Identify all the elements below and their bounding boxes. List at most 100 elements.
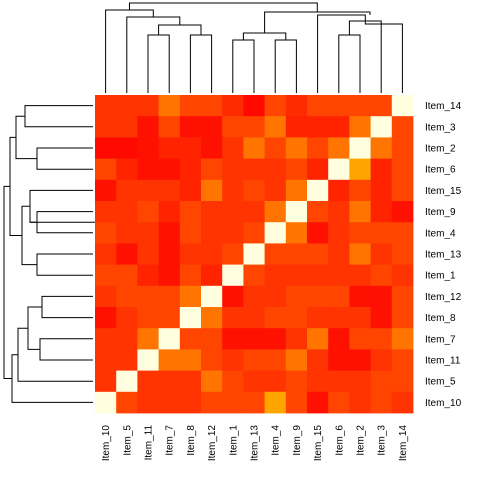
heatmap-cell bbox=[307, 307, 329, 329]
heatmap-cell bbox=[370, 137, 393, 159]
dendrogram-branch bbox=[3, 185, 12, 380]
heatmap-cell bbox=[179, 95, 202, 117]
heatmap-cell bbox=[391, 116, 414, 138]
heatmap-cell bbox=[264, 370, 287, 393]
heatmap-cell bbox=[307, 328, 329, 350]
heatmap-cell bbox=[264, 349, 287, 371]
heatmap-cell bbox=[137, 349, 159, 371]
heatmap-cell bbox=[243, 222, 265, 244]
dendrogram-branch bbox=[36, 147, 93, 170]
heatmap-cell bbox=[307, 116, 329, 138]
heatmap-cell bbox=[243, 137, 265, 159]
heatmap-cell bbox=[328, 243, 350, 265]
heatmap-cell bbox=[222, 222, 244, 244]
heatmap-cell bbox=[349, 264, 371, 287]
heatmap-cell bbox=[201, 349, 223, 371]
heatmap-cell bbox=[158, 179, 181, 202]
row-label: Item_5 bbox=[425, 377, 456, 388]
heatmap-cell bbox=[222, 243, 244, 265]
heatmap-cell bbox=[349, 285, 371, 308]
dendrogram-branch bbox=[232, 39, 255, 93]
heatmap-cell bbox=[95, 95, 117, 117]
heatmap-cell bbox=[391, 222, 414, 244]
heatmap-cell bbox=[116, 179, 138, 202]
heatmap-cell bbox=[137, 243, 159, 265]
heatmap-cell bbox=[285, 158, 308, 181]
heatmap-cell bbox=[307, 285, 329, 308]
heatmap-cell bbox=[137, 201, 159, 223]
heatmap-cell bbox=[285, 328, 308, 350]
row-label: Item_9 bbox=[425, 207, 456, 218]
dendrogram-branch bbox=[189, 34, 213, 93]
heatmap-cell bbox=[158, 95, 181, 117]
row-label: Item_10 bbox=[425, 398, 462, 409]
heatmap-cell bbox=[222, 137, 244, 159]
row-label: Item_12 bbox=[425, 292, 462, 303]
heatmap-cell bbox=[116, 370, 138, 393]
heatmap-cell bbox=[201, 370, 223, 393]
heatmap-cell bbox=[349, 95, 371, 117]
heatmap-cell bbox=[222, 285, 244, 308]
heatmap-cell bbox=[285, 264, 308, 287]
heatmap-cell bbox=[95, 349, 117, 371]
heatmap-cell bbox=[158, 116, 181, 138]
row-label: Item_13 bbox=[425, 250, 462, 261]
heatmap-cell bbox=[95, 222, 117, 244]
heatmap-cell bbox=[328, 349, 350, 371]
dendrogram-branch bbox=[29, 190, 37, 223]
heatmap-cell bbox=[285, 391, 308, 414]
heatmap-cell bbox=[243, 285, 265, 308]
dendrogram-branch bbox=[11, 354, 93, 403]
heatmap-cell bbox=[370, 285, 393, 308]
heatmap-cell bbox=[222, 179, 244, 202]
heatmap-cell bbox=[116, 222, 138, 244]
heatmap-cell bbox=[328, 95, 350, 117]
row-label: Item_15 bbox=[425, 186, 462, 197]
heatmap-cell bbox=[285, 179, 308, 202]
heatmap-cell bbox=[370, 158, 393, 181]
heatmap-cell bbox=[179, 370, 202, 393]
heatmap-cell bbox=[328, 307, 350, 329]
heatmap-cell bbox=[307, 264, 329, 287]
heatmap-cell bbox=[307, 370, 329, 393]
column-label: Item_14 bbox=[398, 425, 409, 462]
row-label: Item_6 bbox=[425, 165, 456, 176]
heatmap-cell bbox=[328, 201, 350, 223]
column-label: Item_13 bbox=[250, 425, 261, 462]
heatmap-cell bbox=[137, 285, 159, 308]
heatmap-cell bbox=[370, 116, 393, 138]
heatmap-cell bbox=[285, 95, 308, 117]
heatmap-cell bbox=[201, 307, 223, 329]
heatmap-cell bbox=[179, 137, 202, 159]
heatmap-cell bbox=[95, 243, 117, 265]
heatmap-cell bbox=[201, 179, 223, 202]
heatmap-cell bbox=[307, 158, 329, 181]
heatmap-cell bbox=[222, 391, 244, 414]
heatmap-cell bbox=[137, 307, 159, 329]
column-label: Item_11 bbox=[144, 425, 155, 461]
dendrogram-branch bbox=[128, 2, 318, 12]
heatmap-cell bbox=[95, 264, 117, 287]
row-label: Item_8 bbox=[425, 313, 456, 324]
heatmap-cell bbox=[137, 370, 159, 393]
heatmap-cell bbox=[349, 222, 371, 244]
heatmap-cell bbox=[264, 95, 287, 117]
heatmap-cell bbox=[137, 391, 159, 414]
heatmap-cell bbox=[201, 201, 223, 223]
heatmap-cell bbox=[307, 95, 329, 117]
heatmap-cell bbox=[201, 391, 223, 414]
heatmap-cell bbox=[243, 243, 265, 265]
heatmap-cell bbox=[349, 116, 371, 138]
column-label: Item_4 bbox=[271, 425, 282, 456]
heatmap-cell bbox=[201, 264, 223, 287]
heatmap-cell bbox=[95, 137, 117, 159]
heatmap-cell bbox=[179, 349, 202, 371]
heatmap-cell bbox=[264, 179, 287, 202]
column-dendrogram bbox=[105, 2, 403, 93]
heatmap-cell bbox=[328, 137, 350, 159]
heatmap-cell bbox=[158, 285, 181, 308]
heatmap-cell bbox=[179, 158, 202, 181]
heatmap-cell bbox=[370, 349, 393, 371]
column-label: Item_2 bbox=[356, 425, 367, 456]
heatmap-cell bbox=[349, 158, 371, 181]
